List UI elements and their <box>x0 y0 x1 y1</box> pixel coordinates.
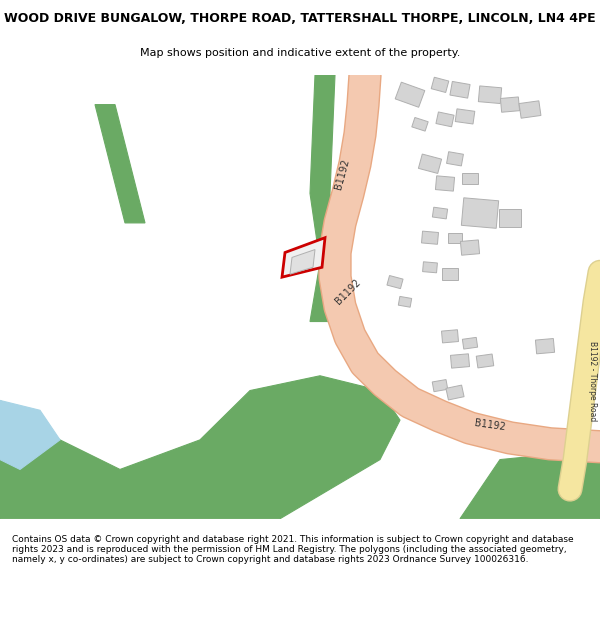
Polygon shape <box>290 249 315 274</box>
Bar <box>431 78 449 92</box>
Bar <box>446 385 464 400</box>
Bar <box>478 86 502 104</box>
Bar <box>436 112 454 127</box>
Text: B1192: B1192 <box>474 418 506 432</box>
Bar <box>395 82 425 107</box>
Polygon shape <box>310 75 340 321</box>
Bar <box>442 330 458 343</box>
Bar <box>418 154 442 174</box>
Polygon shape <box>95 104 145 223</box>
Polygon shape <box>460 450 600 519</box>
Bar <box>500 97 520 112</box>
Bar <box>422 231 439 244</box>
Text: Map shows position and indicative extent of the property.: Map shows position and indicative extent… <box>140 48 460 58</box>
Polygon shape <box>0 401 60 469</box>
Bar <box>463 338 478 349</box>
Bar <box>412 118 428 131</box>
Polygon shape <box>0 376 400 519</box>
Bar <box>442 268 458 280</box>
Bar <box>446 152 463 166</box>
Text: B1192: B1192 <box>333 157 351 190</box>
Bar <box>450 81 470 98</box>
Bar <box>535 339 554 354</box>
Bar <box>519 101 541 118</box>
Text: WOOD DRIVE BUNGALOW, THORPE ROAD, TATTERSHALL THORPE, LINCOLN, LN4 4PE: WOOD DRIVE BUNGALOW, THORPE ROAD, TATTER… <box>4 12 596 25</box>
Polygon shape <box>282 238 325 277</box>
Bar <box>387 276 403 289</box>
Bar <box>462 173 478 184</box>
Text: B1192: B1192 <box>334 278 362 307</box>
Bar <box>398 296 412 308</box>
Text: B1192 - Thorpe Road: B1192 - Thorpe Road <box>589 341 598 421</box>
Bar <box>436 176 455 191</box>
Bar <box>448 232 462 242</box>
Bar <box>461 198 499 228</box>
Bar <box>432 379 448 392</box>
Bar <box>460 240 479 255</box>
Bar <box>451 354 470 368</box>
Bar <box>499 209 521 227</box>
Bar <box>476 354 494 368</box>
Bar <box>455 109 475 124</box>
Text: Contains OS data © Crown copyright and database right 2021. This information is : Contains OS data © Crown copyright and d… <box>12 534 574 564</box>
Bar <box>422 262 437 272</box>
Bar <box>433 208 448 219</box>
